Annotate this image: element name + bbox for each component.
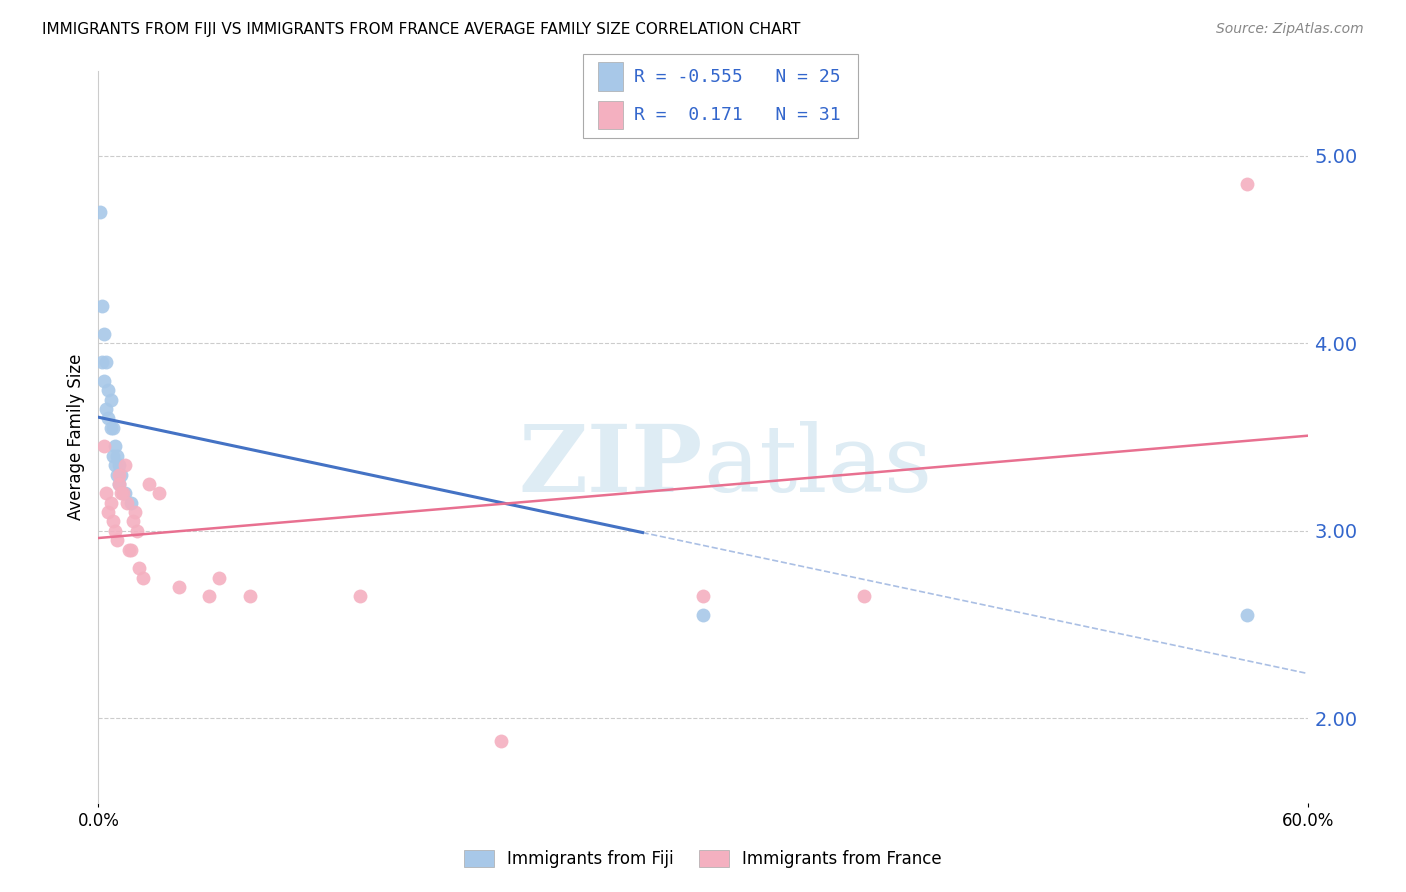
Point [167, 580, 190, 594]
Point [114, 486, 136, 500]
Point [120, 496, 142, 510]
Point [103, 524, 125, 538]
Point [100, 420, 122, 434]
Point [103, 440, 125, 454]
Text: IMMIGRANTS FROM FIJI VS IMMIGRANTS FROM FRANCE AVERAGE FAMILY SIZE CORRELATION C: IMMIGRANTS FROM FIJI VS IMMIGRANTS FROM … [42, 22, 800, 37]
Text: Source: ZipAtlas.com: Source: ZipAtlas.com [1216, 22, 1364, 37]
Text: R =  0.171   N = 31: R = 0.171 N = 31 [634, 106, 841, 124]
Text: R = -0.555   N = 25: R = -0.555 N = 25 [634, 68, 841, 86]
Point [1236, 608, 1258, 623]
Point [853, 590, 876, 604]
Text: ZIP: ZIP [519, 421, 703, 511]
Point [101, 449, 124, 463]
Point [115, 496, 138, 510]
Point [692, 590, 714, 604]
Point [124, 505, 146, 519]
Text: atlas: atlas [703, 421, 932, 511]
Point [91, 355, 114, 369]
Point [121, 515, 143, 529]
Point [101, 420, 124, 434]
Point [198, 590, 221, 604]
Point [107, 477, 129, 491]
Legend: Immigrants from Fiji, Immigrants from France: Immigrants from Fiji, Immigrants from Fr… [457, 843, 949, 875]
Point [103, 458, 125, 473]
Point [105, 449, 128, 463]
Point [107, 467, 129, 482]
Point [132, 571, 155, 585]
Point [93, 374, 115, 388]
Point [692, 608, 714, 623]
Point [91, 299, 114, 313]
Point [138, 477, 160, 491]
Point [107, 477, 129, 491]
Point [97, 383, 120, 397]
Point [107, 458, 129, 473]
Point [105, 467, 128, 482]
Point [491, 734, 513, 748]
Point [96, 401, 118, 416]
Point [125, 524, 148, 538]
Point [97, 505, 120, 519]
Point [96, 355, 118, 369]
Point [100, 392, 122, 407]
Point [1236, 177, 1258, 191]
Point [148, 486, 170, 500]
Point [89, 205, 111, 219]
Point [111, 486, 134, 500]
Point [110, 467, 132, 482]
Point [93, 326, 115, 341]
Point [97, 411, 120, 425]
Point [349, 590, 371, 604]
Point [118, 542, 141, 557]
Point [100, 496, 122, 510]
Point [114, 458, 136, 473]
Point [208, 571, 231, 585]
Point [96, 486, 118, 500]
Y-axis label: Average Family Size: Average Family Size [67, 354, 86, 520]
Point [110, 486, 132, 500]
Point [105, 533, 128, 548]
Point [120, 542, 142, 557]
Point [111, 486, 134, 500]
Point [128, 561, 150, 575]
Point [101, 515, 124, 529]
Point [93, 440, 115, 454]
Point [239, 590, 262, 604]
